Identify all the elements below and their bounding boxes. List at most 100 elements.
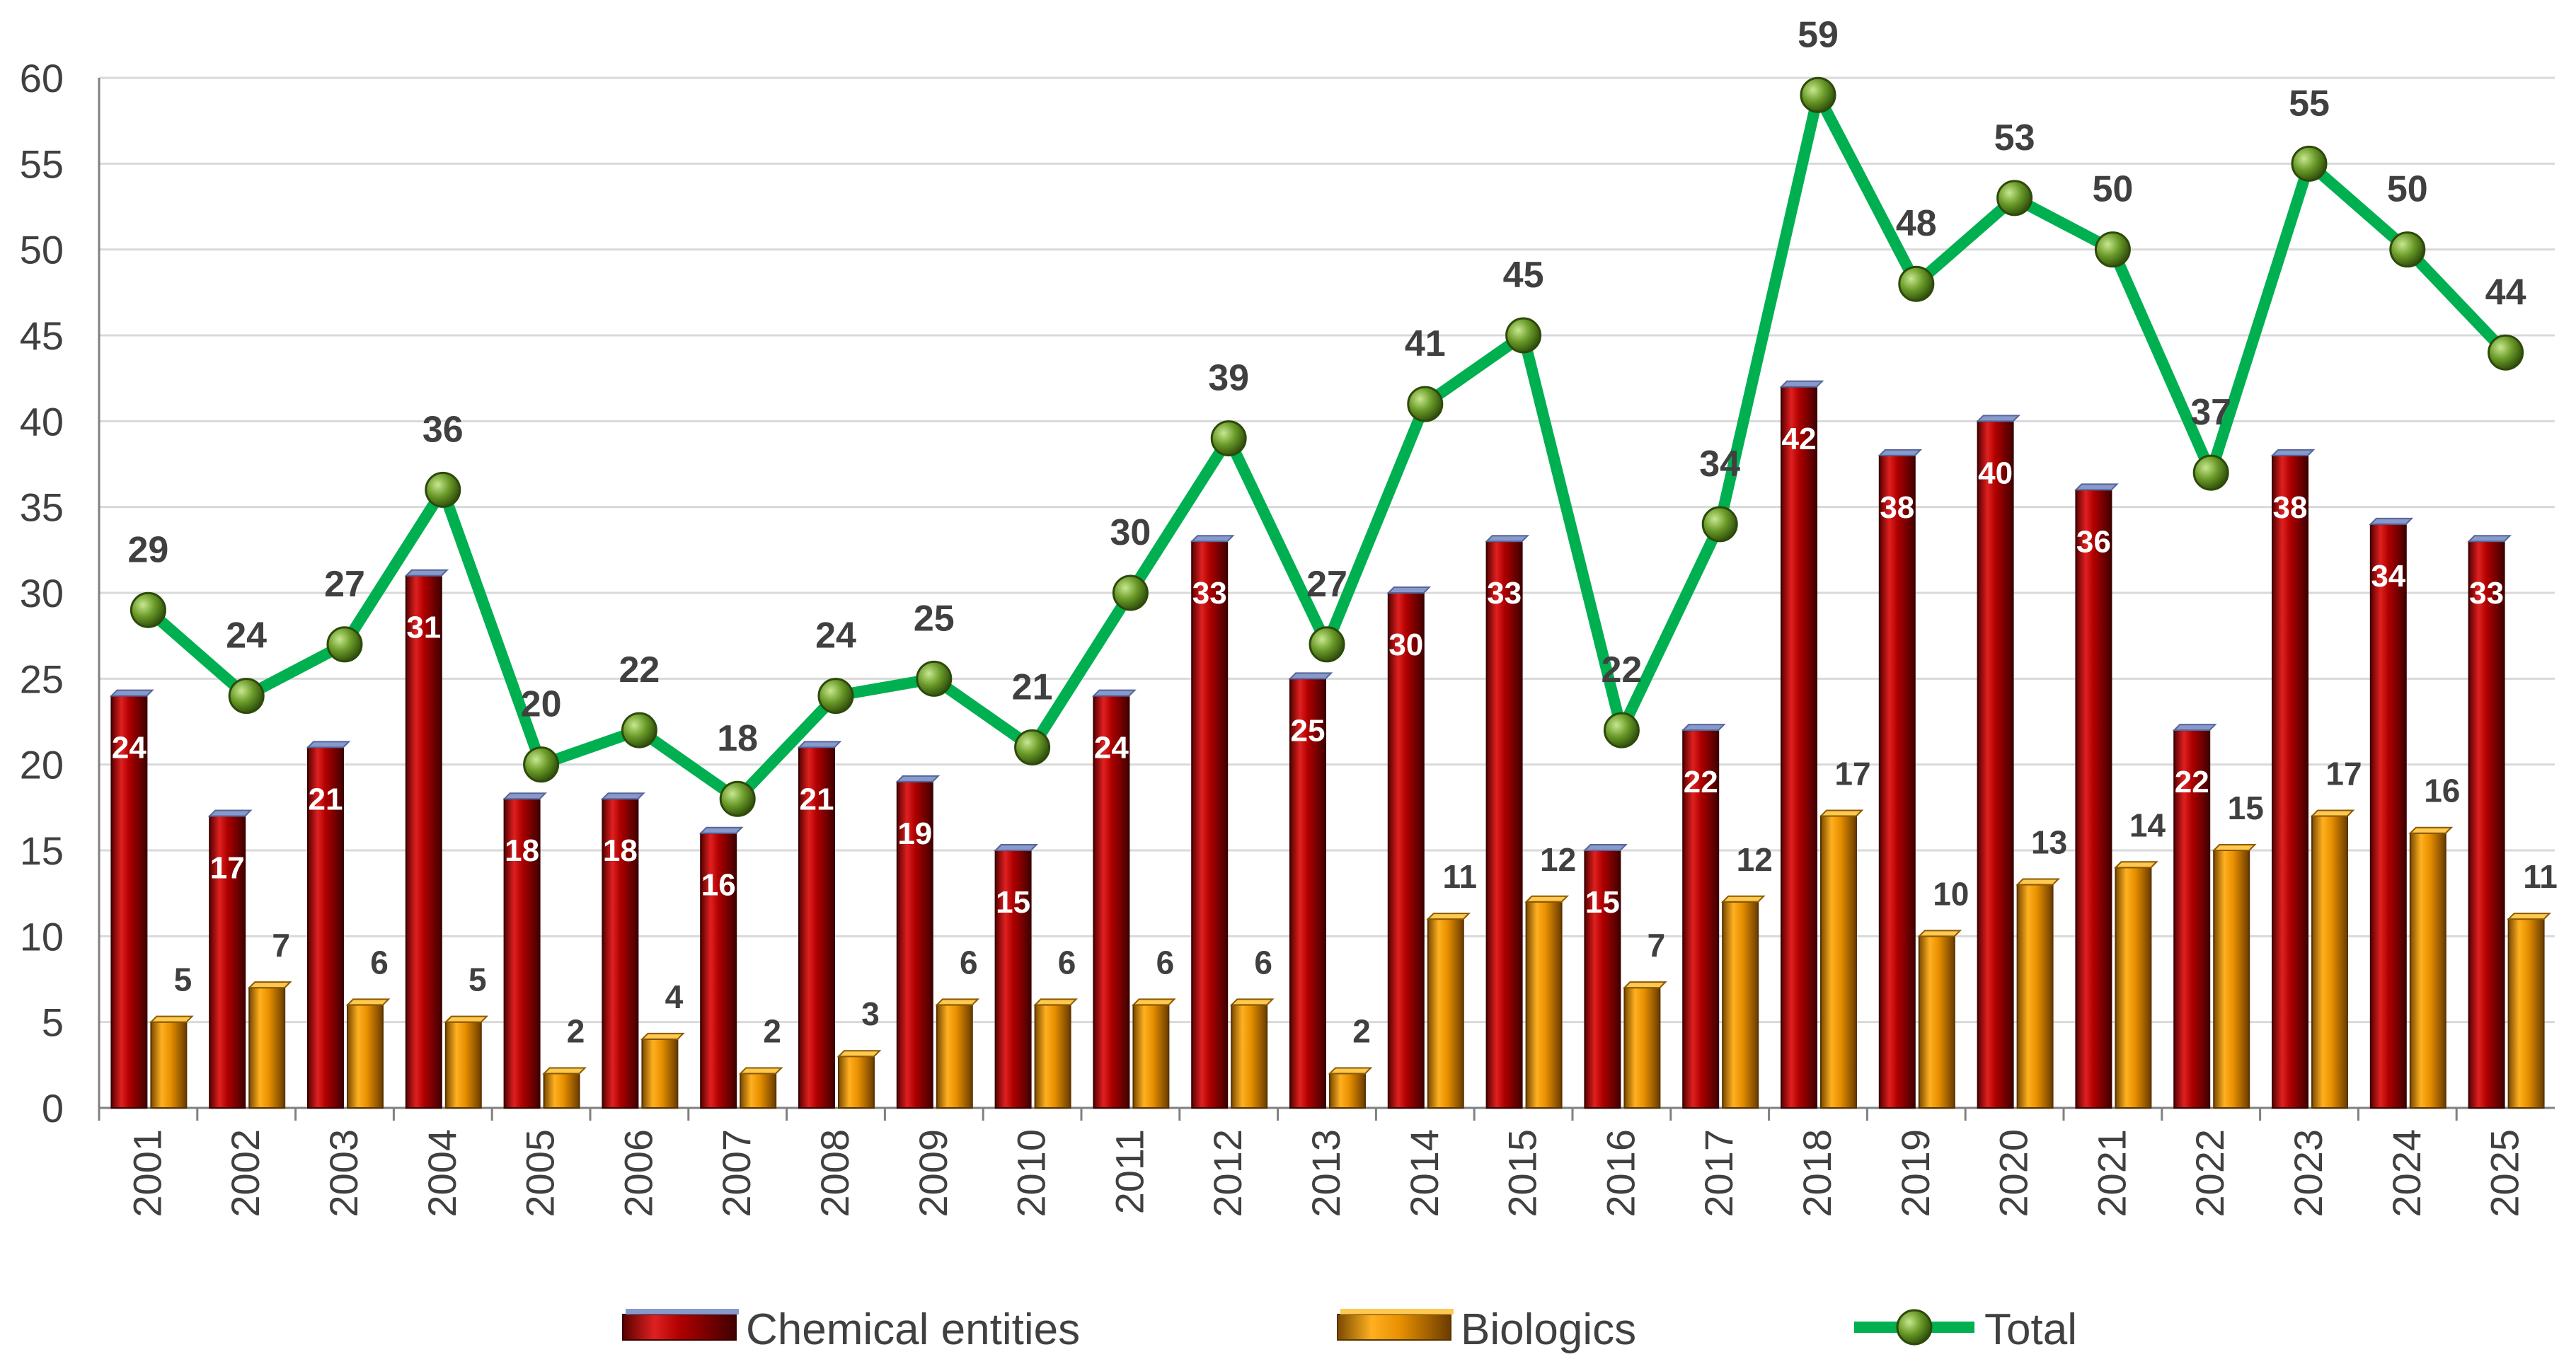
chemical-entities-bar-top [1091,689,1137,697]
biologics-bar [1034,1004,1071,1109]
total-data-label: 29 [127,529,168,570]
chemical-entities-bar [110,695,148,1109]
chemical-entities-data-label: 31 [406,611,441,645]
biologics-bar [2016,884,2054,1109]
total-marker [621,712,657,749]
biologics-bar [543,1073,580,1109]
biologics-data-label: 5 [174,961,192,998]
biologics-data-label: 12 [1737,841,1773,878]
biologics-data-label: 2 [763,1012,781,1049]
legend-swatch-chemical-entities-top [626,1309,739,1314]
x-tick-label: 2020 [1991,1129,2036,1218]
chemical-entities-data-label: 30 [1388,628,1423,662]
biologics-bar-top [2016,878,2061,886]
y-tick-label: 40 [20,399,64,444]
biologics-data-label: 17 [1834,755,1870,792]
chemical-entities-bar [798,746,835,1109]
biologics-data-label: 6 [1254,944,1272,981]
total-data-label: 24 [815,615,856,657]
chemical-entities-bar [1485,541,1523,1109]
total-data-label: 27 [1306,564,1347,605]
biologics-bar [1722,901,1759,1109]
chemical-entities-bar [2272,454,2308,1109]
biologics-bar-top [444,1015,489,1023]
chemical-entities-bar-top [306,741,351,749]
total-marker [2291,145,2328,182]
legend-swatch-biologics-top [1340,1309,1454,1314]
biologics-bar [1132,1004,1170,1109]
biologics-data-label: 17 [2325,755,2362,792]
x-tick-label: 2023 [2286,1129,2330,1218]
biologics-bar [641,1038,679,1109]
y-tick-label: 50 [20,228,64,272]
biologics-bar-top [1426,913,1471,920]
legend-swatch-biologics [1337,1314,1451,1341]
total-marker [1800,76,1836,113]
chemical-entities-bar-top [1878,449,1923,456]
chemical-entities-bar [405,574,442,1109]
biologics-data-label: 11 [2523,858,2558,895]
legend-label-biologics: Biologics [1461,1305,1636,1354]
biologics-data-label: 6 [1156,944,1175,981]
biologics-bar-top [1622,981,1667,989]
total-data-label: 27 [324,564,365,605]
x-tick-label: 2003 [321,1129,366,1218]
x-tick-label: 2004 [420,1129,464,1218]
biologics-data-label: 4 [665,978,684,1015]
total-marker [1505,317,1542,354]
y-tick-label: 5 [42,1000,64,1045]
y-tick-label: 60 [20,56,64,100]
total-data-label: 45 [1503,255,1544,296]
chemical-entities-bar-top [1190,535,1235,543]
biologics-bar-top [2310,809,2355,817]
x-tick-label: 2022 [2187,1129,2232,1218]
total-data-label: 59 [1798,14,1839,55]
chemical-entities-bar-top [797,741,842,749]
chemical-entities-bar [503,798,541,1109]
x-tick-label: 2005 [518,1129,563,1218]
biologics-data-label: 11 [1442,858,1477,895]
chemical-entities-data-label: 18 [603,833,638,868]
total-data-label: 50 [2092,169,2133,210]
biologics-bar [740,1073,777,1109]
legend: Chemical entities Biologics Total [622,1305,2077,1354]
x-tick-label: 2017 [1696,1129,1741,1218]
biologics-bar [936,1004,973,1109]
x-tick-label: 2021 [2089,1129,2134,1218]
total-marker [425,471,461,508]
y-tick-label: 45 [20,313,64,358]
total-marker [228,678,265,715]
total-marker [817,678,854,715]
x-tick-label: 2015 [1500,1129,1545,1218]
biologics-bar [1427,918,1464,1109]
legend-label-chemical-entities: Chemical entities [746,1305,1080,1354]
chemical-entities-data-label: 38 [1880,490,1914,525]
biologics-bar-top [1720,895,1766,903]
chemical-entities-bar-top [2369,517,2414,525]
chemical-entities-bar-top [404,569,449,577]
x-tick-label: 2002 [223,1129,268,1218]
total-data-label: 22 [619,649,660,690]
chemical-entities-bar [1781,386,1817,1109]
x-tick-label: 2016 [1598,1129,1643,1218]
chemical-entities-data-label: 18 [505,833,539,868]
biologics-data-label: 6 [370,944,389,981]
biologics-bar-top [1524,895,1570,903]
chemical-entities-bar [209,815,246,1109]
biologics-bar [1525,901,1563,1109]
biologics-bar [2311,815,2348,1109]
total-data-label: 20 [521,684,562,725]
total-data-label: 21 [1012,666,1053,707]
x-axis: 2001 2002 2003 2004 2005 2006 2007 2008 2009 2010… [98,1106,2555,1218]
total-data-label: 18 [717,718,758,759]
x-tick-label: 2010 [1009,1129,1054,1218]
total-marker [1996,180,2033,216]
x-tick-label: 2012 [1205,1129,1250,1218]
biologics-bar-top [2408,826,2454,834]
biologics-bar [347,1004,384,1109]
biologics-data-label: 5 [468,961,487,998]
y-tick-label: 25 [20,657,64,701]
chemical-entities-bar-top [1582,844,1628,851]
chemical-entities-bar [1977,420,2014,1109]
